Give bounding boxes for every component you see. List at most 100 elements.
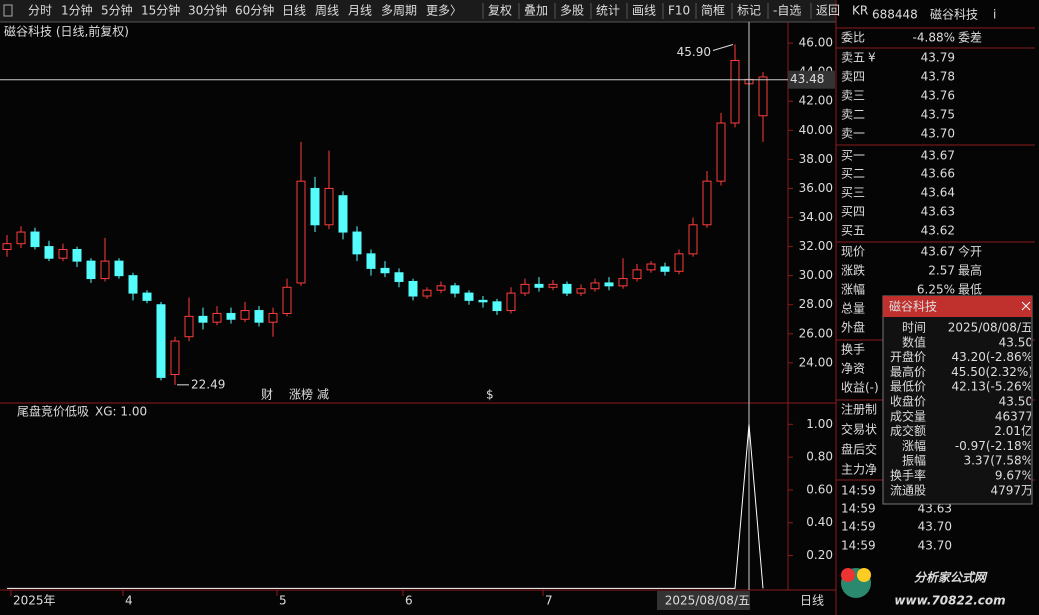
candle-body bbox=[198, 315, 208, 323]
popup-label: 振幅 bbox=[902, 453, 926, 468]
y-tick-label: 0.40 bbox=[806, 515, 833, 529]
row-label: 委差 bbox=[958, 31, 982, 45]
row-label: 买五 bbox=[841, 224, 865, 238]
candle-body bbox=[324, 187, 334, 226]
row-label: 涨跌 bbox=[841, 263, 865, 278]
candle-body bbox=[478, 299, 488, 303]
price: 43.75 bbox=[921, 108, 955, 122]
period-tab[interactable]: 5分钟 bbox=[101, 3, 133, 18]
period-tab[interactable]: 60分钟 bbox=[235, 3, 274, 18]
row-label: 今开 bbox=[958, 244, 982, 259]
candle-body bbox=[296, 180, 306, 284]
candle-body bbox=[170, 340, 180, 376]
row-label: 现价 bbox=[841, 245, 865, 259]
candle-body bbox=[576, 288, 586, 294]
period-tab[interactable]: 分时 bbox=[28, 4, 52, 18]
tool-button[interactable]: 多股 bbox=[560, 4, 584, 18]
period-tab[interactable]: 1分钟 bbox=[61, 3, 93, 18]
popup-titlebar bbox=[883, 296, 1032, 317]
tool-button[interactable]: 简框 bbox=[701, 4, 725, 18]
y-tick-label: 30.00 bbox=[799, 268, 833, 282]
x-tick-label: 4 bbox=[125, 594, 133, 608]
period-tab[interactable]: 15分钟 bbox=[141, 3, 180, 18]
stat-value: 43.67 bbox=[921, 245, 955, 259]
candle-body bbox=[534, 283, 544, 288]
row-label: 注册制 bbox=[841, 402, 877, 417]
row-label: 买四 bbox=[841, 205, 865, 219]
price: 43.64 bbox=[921, 186, 955, 200]
stock-code: 688448 bbox=[872, 8, 918, 22]
watermark-name: 分析家公式网 bbox=[914, 571, 988, 585]
candle-body bbox=[632, 269, 642, 280]
indicator-title: 尾盘竞价低吸 bbox=[17, 404, 89, 419]
popup-label: 涨幅 bbox=[902, 438, 926, 453]
period-tab[interactable]: 月线 bbox=[348, 4, 372, 18]
period-tab[interactable]: 多周期 bbox=[381, 4, 417, 18]
signal-tag[interactable]: 财 bbox=[261, 388, 273, 402]
signal-tag[interactable]: 涨榜 bbox=[289, 387, 313, 402]
row-mark: ¥ bbox=[868, 51, 876, 65]
period-tab[interactable]: 日线 bbox=[282, 4, 306, 18]
trade-time: 14:59 bbox=[841, 484, 876, 498]
row-label: 卖二 bbox=[841, 108, 865, 122]
annotation: 22.49 bbox=[191, 377, 225, 391]
row-label: 卖四 bbox=[841, 70, 865, 84]
candle-body bbox=[492, 301, 502, 312]
candle-body bbox=[702, 180, 712, 226]
y-tick-label: 38.00 bbox=[799, 152, 833, 166]
cursor-date-box bbox=[657, 591, 750, 610]
tool-button[interactable]: 标记 bbox=[737, 4, 761, 18]
candle-body bbox=[408, 280, 418, 297]
candle-body bbox=[268, 312, 278, 323]
period-tab[interactable]: 周线 bbox=[315, 4, 339, 18]
candle-body bbox=[72, 248, 82, 262]
popup-value: 2.01亿 bbox=[994, 423, 1033, 438]
tool-button[interactable]: -自选 bbox=[773, 4, 801, 18]
tool-button[interactable]: 复权 bbox=[488, 4, 512, 18]
row-label: 卖三 bbox=[841, 89, 865, 103]
trade-time: 14:59 bbox=[841, 502, 876, 516]
signal-tag[interactable]: $ bbox=[486, 388, 494, 402]
tool-button[interactable]: 返回 bbox=[816, 4, 840, 18]
popup-value: 42.13(-5.26% bbox=[952, 380, 1034, 394]
row-label: 买一 bbox=[841, 149, 865, 163]
tool-button[interactable]: 叠加 bbox=[524, 4, 548, 18]
tool-button[interactable]: F10 bbox=[668, 4, 690, 18]
candle-body bbox=[380, 267, 390, 274]
candle-body bbox=[128, 275, 138, 294]
price: 43.70 bbox=[921, 127, 955, 141]
candle-body bbox=[44, 246, 54, 259]
period-tab[interactable]: 更多〉 bbox=[426, 4, 462, 18]
crosshair-label: 43.48 bbox=[790, 72, 824, 86]
watermark-url: www.70822.com bbox=[894, 594, 1005, 608]
period-tab[interactable]: 30分钟 bbox=[188, 3, 227, 18]
price: 43.66 bbox=[921, 167, 955, 181]
y-tick-label: 1.00 bbox=[806, 417, 833, 431]
candle-body bbox=[548, 283, 558, 288]
crosshair-box bbox=[788, 70, 835, 89]
signal-tag[interactable]: 减 bbox=[317, 388, 329, 402]
period-label[interactable]: 日线 bbox=[800, 594, 824, 608]
info-icon: i bbox=[993, 8, 996, 22]
popup-label: 收盘价 bbox=[890, 394, 926, 409]
row-label: 净资 bbox=[841, 362, 865, 376]
candle-body bbox=[156, 304, 166, 378]
watermark: 分析家公式网 www.70822.com bbox=[841, 568, 1006, 608]
popup-value: 4797万 bbox=[990, 483, 1033, 497]
candle-body bbox=[282, 286, 292, 314]
row-label: 主力净 bbox=[841, 463, 877, 477]
y-tick-label: 0.60 bbox=[806, 482, 833, 496]
tool-button[interactable]: 统计 bbox=[596, 4, 620, 18]
y-tick-label: 0.20 bbox=[806, 548, 833, 562]
candle-body bbox=[226, 312, 236, 320]
candle-body bbox=[436, 285, 446, 291]
row-label: 买二 bbox=[841, 167, 865, 181]
popup-label: 数值 bbox=[902, 334, 926, 349]
tool-button[interactable]: 画线 bbox=[632, 4, 656, 18]
annotation-arrow bbox=[712, 44, 734, 52]
row-label: 卖一 bbox=[841, 127, 865, 141]
close-icon[interactable] bbox=[1021, 301, 1031, 311]
candle-body bbox=[674, 253, 684, 272]
indicator-line bbox=[7, 424, 764, 589]
